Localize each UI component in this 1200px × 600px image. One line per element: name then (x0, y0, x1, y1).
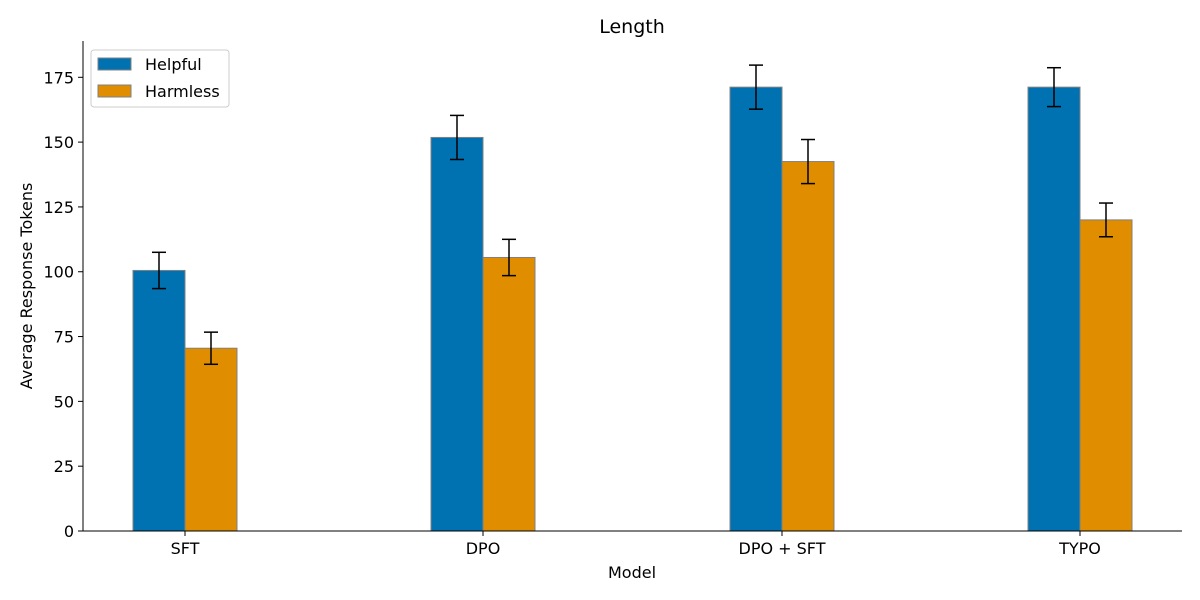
bar-helpful-dpo-sft (729, 86, 783, 532)
y-tick-label: 75 (54, 328, 74, 347)
bar-harmless-typo (1079, 219, 1133, 532)
bar-helpful-dpo (430, 136, 484, 532)
legend-swatch-helpful (97, 57, 132, 71)
bars-group (132, 86, 1133, 532)
bar-helpful-typo (1027, 86, 1081, 532)
bar-harmless-dpo (482, 256, 536, 532)
x-tick-label: DPO + SFT (739, 539, 826, 558)
x-tick-label: TYPO (1058, 539, 1101, 558)
axes-group (82, 41, 1182, 532)
legend-label-helpful: Helpful (145, 55, 202, 74)
x-ticks-group: SFT DPO DPO + SFT TYPO (171, 531, 1101, 558)
error-bars-group (152, 64, 1113, 366)
y-tick-label: 175 (43, 68, 74, 87)
y-tick-label: 100 (43, 263, 74, 282)
x-tick-label: SFT (171, 539, 200, 558)
y-tick-label: 150 (43, 133, 74, 152)
y-axis-title: Average Response Tokens (17, 183, 36, 390)
y-ticks-group: 0 25 50 75 100 125 150 175 (43, 68, 83, 541)
legend-swatch-harmless (97, 84, 132, 98)
legend-label-harmless: Harmless (145, 82, 220, 101)
y-tick-label: 0 (64, 522, 74, 541)
bar-harmless-sft (184, 347, 238, 532)
legend: Helpful Harmless (90, 49, 230, 108)
x-axis-title: Model (608, 563, 656, 582)
bar-helpful-sft (132, 269, 186, 532)
y-tick-label: 125 (43, 198, 74, 217)
x-tick-label: DPO (466, 539, 501, 558)
bar-harmless-dpo-sft (781, 161, 835, 532)
y-tick-label: 25 (54, 457, 74, 476)
chart-title: Length (599, 16, 665, 38)
y-tick-label: 50 (54, 392, 74, 411)
